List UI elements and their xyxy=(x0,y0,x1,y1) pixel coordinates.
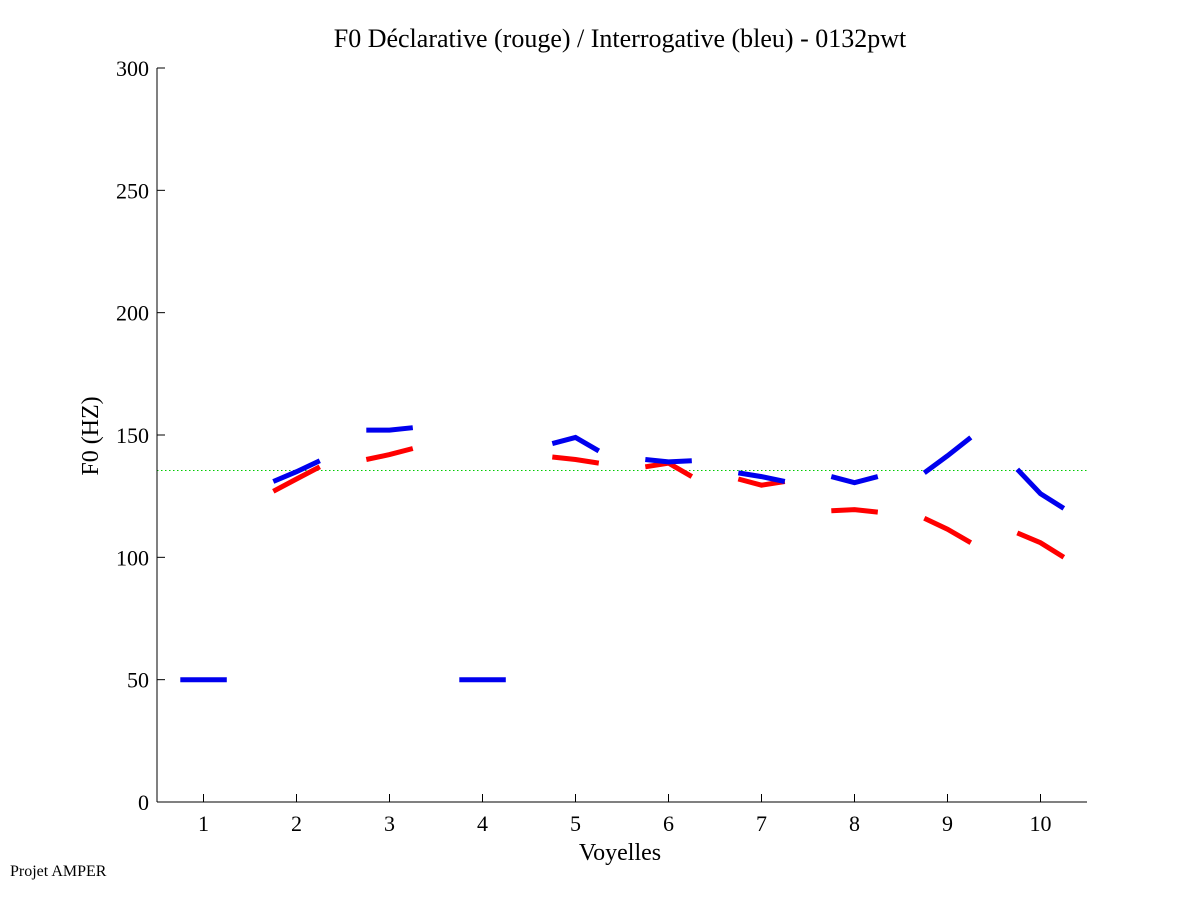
series-interrogative xyxy=(180,425,1066,683)
x-tick-label: 10 xyxy=(1030,811,1052,836)
axes: 0 50 100 150 200 250 300 1 2 3 4 5 6 7 8 9 10 xyxy=(116,56,1087,836)
f0-contour-segment xyxy=(922,435,973,475)
f0-contour-segment xyxy=(737,470,786,484)
x-tick-label: 1 xyxy=(198,811,209,836)
series-dclarative xyxy=(272,446,1066,560)
f0-contour-segment xyxy=(272,464,321,494)
f0-contour-segment xyxy=(644,460,694,479)
y-tick-label: 200 xyxy=(116,301,149,326)
chart-title: F0 Déclarative (rouge) / Interrogative (… xyxy=(334,24,907,53)
y-tick-label: 150 xyxy=(116,423,149,448)
f0-contour-segment xyxy=(830,474,879,486)
f0-contour-segment xyxy=(831,507,879,515)
y-tick-label: 250 xyxy=(116,178,149,203)
f0-contour-segment xyxy=(272,458,321,484)
x-tick-label: 6 xyxy=(663,811,674,836)
y-tick-label: 0 xyxy=(138,790,149,815)
x-tick-label: 8 xyxy=(849,811,860,836)
footer-credit: Projet AMPER xyxy=(10,863,107,880)
f0-contour-segment xyxy=(552,454,600,466)
f0-contour-segment xyxy=(365,446,414,462)
y-tick-label: 50 xyxy=(127,668,149,693)
x-tick-label: 3 xyxy=(384,811,395,836)
f0-contour-segment xyxy=(923,515,973,545)
series-layer xyxy=(180,425,1066,683)
y-tick-label: 300 xyxy=(116,56,149,81)
f0-contour-segment xyxy=(551,434,601,454)
x-axis-label: Voyelles xyxy=(579,840,661,866)
x-tick-label: 4 xyxy=(477,811,488,836)
y-axis-label: F0 (HZ) xyxy=(78,396,104,475)
x-tick-label: 2 xyxy=(291,811,302,836)
f0-contour-segment xyxy=(737,476,786,488)
f0-contour-segment xyxy=(1016,530,1066,560)
f0-contour-segment xyxy=(366,425,414,433)
y-tick-label: 100 xyxy=(116,545,149,570)
f0-contour-segment xyxy=(1015,467,1066,511)
x-tick-label: 7 xyxy=(756,811,767,836)
x-tick-label: 5 xyxy=(570,811,581,836)
f0-contour-segment xyxy=(645,457,692,465)
x-tick-label: 9 xyxy=(942,811,953,836)
